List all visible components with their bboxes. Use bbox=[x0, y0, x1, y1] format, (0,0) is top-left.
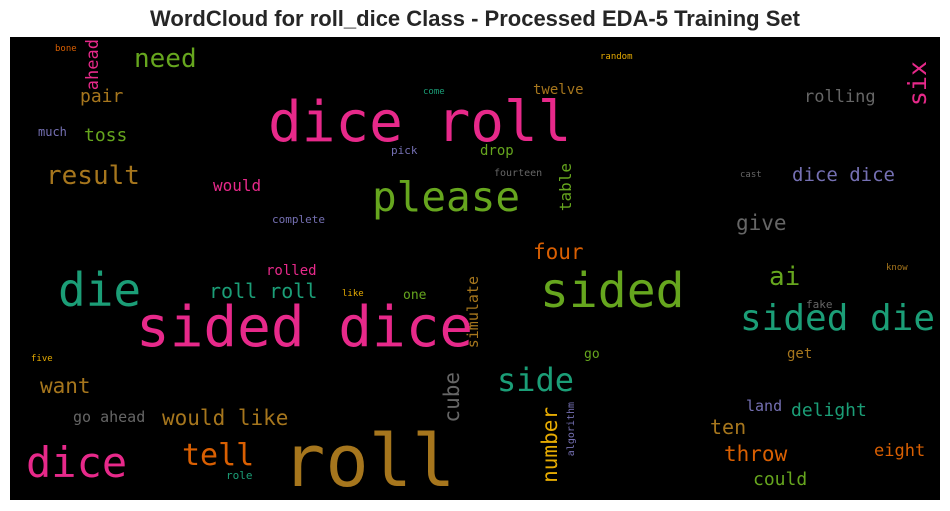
word-cloud-panel: roll sided dice dice roll sided die dice pleas… bbox=[10, 37, 940, 500]
word-want: want bbox=[40, 374, 91, 398]
word-side: side bbox=[497, 361, 575, 399]
word-could: could bbox=[753, 469, 808, 490]
word-complete: complete bbox=[272, 213, 325, 226]
word-role: role bbox=[226, 469, 253, 482]
word-algorithm: algorithm bbox=[566, 402, 577, 457]
word-get: get bbox=[787, 346, 813, 362]
word-ai: ai bbox=[769, 262, 801, 292]
word-fourteen: fourteen bbox=[494, 168, 543, 179]
word-four: four bbox=[533, 240, 584, 264]
word-cast: cast bbox=[740, 170, 762, 180]
word-go: go bbox=[584, 347, 600, 362]
word-sided-die: sided die bbox=[740, 298, 936, 339]
word-throw: throw bbox=[724, 442, 788, 466]
word-number: number bbox=[538, 407, 562, 483]
word-sided: sided bbox=[540, 263, 685, 319]
word-sided-dice: sided dice bbox=[136, 295, 474, 360]
word-know: know bbox=[886, 263, 908, 273]
chart-title: WordCloud for roll_dice Class - Processe… bbox=[150, 6, 800, 31]
word-much: much bbox=[38, 125, 67, 139]
word-dice-dice: dice dice bbox=[792, 164, 895, 186]
word-bone: bone bbox=[55, 44, 77, 54]
word-like: like bbox=[342, 289, 364, 299]
word-land: land bbox=[746, 397, 783, 415]
word-pair: pair bbox=[80, 86, 124, 107]
word-drop: drop bbox=[480, 143, 514, 159]
word-fake: fake bbox=[806, 298, 833, 311]
word-result: result bbox=[46, 161, 140, 191]
word-random: random bbox=[600, 52, 633, 62]
word-die: die bbox=[58, 263, 142, 317]
word-roll: roll bbox=[282, 419, 456, 500]
word-ahead: ahead bbox=[83, 39, 103, 91]
word-six: six bbox=[903, 61, 932, 107]
word-dice: dice bbox=[26, 438, 128, 487]
word-pick: pick bbox=[391, 144, 418, 157]
word-table: table bbox=[556, 163, 575, 212]
word-go-ahead: go ahead bbox=[73, 408, 146, 426]
word-would: would bbox=[213, 176, 262, 195]
word-come: come bbox=[423, 87, 445, 97]
word-give: give bbox=[736, 211, 787, 235]
word-twelve: twelve bbox=[533, 82, 584, 98]
word-rolled: rolled bbox=[266, 263, 317, 279]
word-need: need bbox=[134, 44, 197, 74]
word-simulate: simulate bbox=[464, 276, 482, 349]
word-toss: toss bbox=[84, 125, 128, 146]
word-five: five bbox=[31, 354, 53, 364]
word-tell: tell bbox=[182, 438, 255, 473]
word-cube: cube bbox=[440, 372, 464, 423]
word-one: one bbox=[403, 288, 427, 303]
word-would-like: would like bbox=[162, 406, 289, 430]
word-eight: eight bbox=[874, 441, 926, 461]
word-delight: delight bbox=[791, 400, 867, 421]
word-rolling: rolling bbox=[804, 87, 876, 107]
word-please: please bbox=[372, 173, 521, 221]
word-dice-roll: dice roll bbox=[268, 90, 572, 155]
word-ten: ten bbox=[710, 415, 747, 439]
word-roll-roll: roll roll bbox=[209, 279, 318, 303]
